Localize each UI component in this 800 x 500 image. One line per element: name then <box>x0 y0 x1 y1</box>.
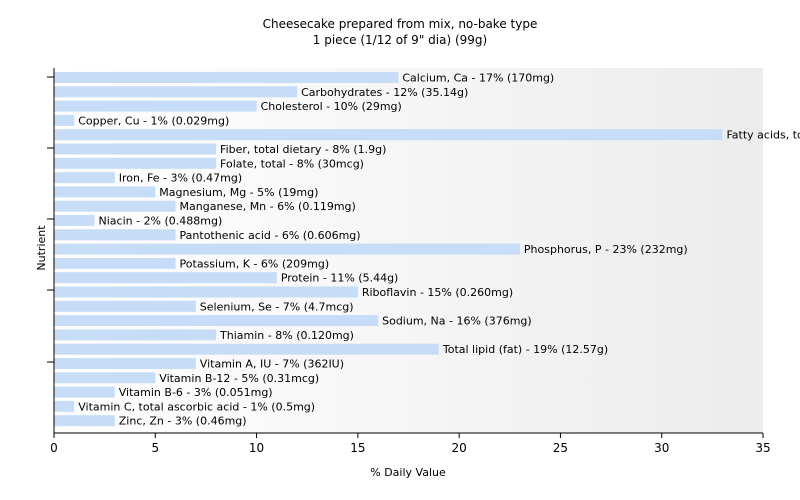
bar <box>54 400 75 412</box>
bar-label: Pantothenic acid - 6% (0.606mg) <box>180 229 361 242</box>
bar-label: Thiamin - 8% (0.120mg) <box>219 329 354 342</box>
bar-label: Phosphorus, P - 23% (232mg) <box>524 243 688 256</box>
bar <box>54 315 379 327</box>
bar <box>54 114 75 126</box>
bar-label: Vitamin C, total ascorbic acid - 1% (0.5… <box>78 400 315 413</box>
bar-label: Niacin - 2% (0.488mg) <box>99 215 223 228</box>
bar <box>54 143 217 155</box>
bar-label: Potassium, K - 6% (209mg) <box>180 257 330 270</box>
bar-label: Carbohydrates - 12% (35.14g) <box>301 86 468 99</box>
bar <box>54 172 115 184</box>
bar <box>54 286 358 298</box>
axes-group: 0 5 10 15 20 25 30 35 <box>47 68 771 455</box>
bar-label: Vitamin B-6 - 3% (0.051mg) <box>119 386 273 399</box>
x-axis-label: % Daily Value <box>370 466 446 479</box>
bar <box>54 215 95 226</box>
bar <box>54 129 723 141</box>
chart-subtitle: 1 piece (1/12 of 9" dia) (99g) <box>313 33 487 47</box>
x-tick-label: 5 <box>151 441 159 455</box>
bar-label: Total lipid (fat) - 19% (12.57g) <box>442 343 608 356</box>
bar-label: Magnesium, Mg - 5% (19mg) <box>159 186 318 199</box>
x-tick-label: 0 <box>50 441 58 455</box>
bar-label: Fiber, total dietary - 8% (1.9g) <box>220 143 386 156</box>
bar <box>54 86 298 98</box>
chart-title: Cheesecake prepared from mix, no-bake ty… <box>263 17 538 31</box>
bar-label: Selenium, Se - 7% (4.7mcg) <box>200 300 354 313</box>
bar <box>54 415 115 427</box>
bar <box>54 358 196 369</box>
bar-label: Vitamin B-12 - 5% (0.31mcg) <box>159 372 319 385</box>
bar-label: Zinc, Zn - 3% (0.46mg) <box>119 415 247 428</box>
bar-label: Calcium, Ca - 17% (170mg) <box>402 72 554 85</box>
bar <box>54 229 176 241</box>
bar-label: Vitamin A, IU - 7% (362IU) <box>200 358 344 371</box>
x-tick-label: 25 <box>553 441 568 455</box>
x-tick-label: 30 <box>654 441 669 455</box>
bar <box>54 300 196 312</box>
bar <box>54 329 217 341</box>
bar-label: Iron, Fe - 3% (0.47mg) <box>119 172 242 185</box>
bar <box>54 272 277 284</box>
bar <box>54 72 399 83</box>
x-tick-label: 20 <box>452 441 467 455</box>
bar-label: Folate, total - 8% (30mcg) <box>220 157 364 170</box>
bar-label: Sodium, Na - 16% (376mg) <box>382 315 532 328</box>
bar <box>54 186 156 198</box>
bar-label: Protein - 11% (5.44g) <box>281 272 399 285</box>
bar-label: Cholesterol - 10% (29mg) <box>261 100 402 113</box>
bar <box>54 343 439 355</box>
bar-label: Copper, Cu - 1% (0.029mg) <box>78 114 229 127</box>
bar <box>54 200 176 212</box>
x-tick-label: 15 <box>350 441 365 455</box>
x-tick-label: 10 <box>249 441 264 455</box>
bar-group: Calcium, Ca - 17% (170mg)Carbohydrates -… <box>54 72 800 428</box>
bar <box>54 100 257 112</box>
bar-label: Riboflavin - 15% (0.260mg) <box>362 286 513 299</box>
bar-label: Manganese, Mn - 6% (0.119mg) <box>180 200 356 213</box>
y-axis-label: Nutrient <box>35 225 48 271</box>
bar <box>54 157 217 169</box>
bar <box>54 372 156 384</box>
bar <box>54 243 520 255</box>
bar <box>54 257 176 269</box>
bar-label: Fatty acids, total saturated - 33% (6.62… <box>726 129 800 142</box>
x-tick-label: 35 <box>755 441 770 455</box>
bar <box>54 386 115 398</box>
